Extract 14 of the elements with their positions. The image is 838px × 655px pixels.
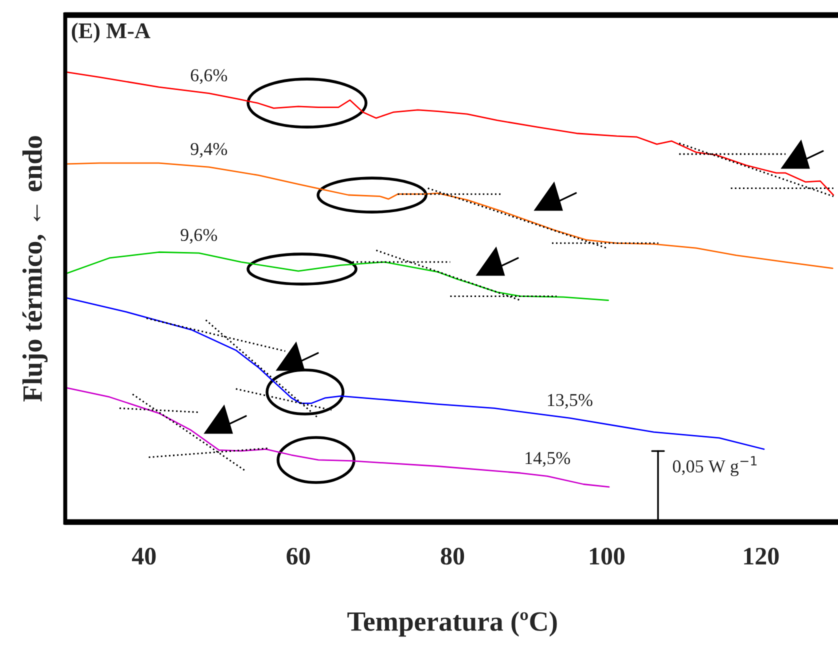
y-axis-title: Flujo térmico, ← endo [22, 136, 48, 402]
x-axis-title: Temperatura (ºC) [347, 611, 557, 637]
series-label: 6,6% [190, 69, 228, 84]
x-tick-label: 80 [440, 548, 464, 565]
series-label: 14,5% [526, 452, 570, 467]
series-label: 9,6% [180, 228, 218, 244]
series-label: 13,5% [548, 394, 592, 409]
annotation: 0,05 W g$^{−1}$ [672, 456, 757, 476]
x-tick-label: 40 [132, 548, 156, 565]
x-tick-label: 100 [590, 548, 625, 565]
series-label: 9,4% [190, 142, 228, 158]
x-tick-label: 120 [744, 548, 779, 565]
x-tick-label: 60 [286, 548, 310, 565]
text: (E) M-A [72, 22, 150, 43]
